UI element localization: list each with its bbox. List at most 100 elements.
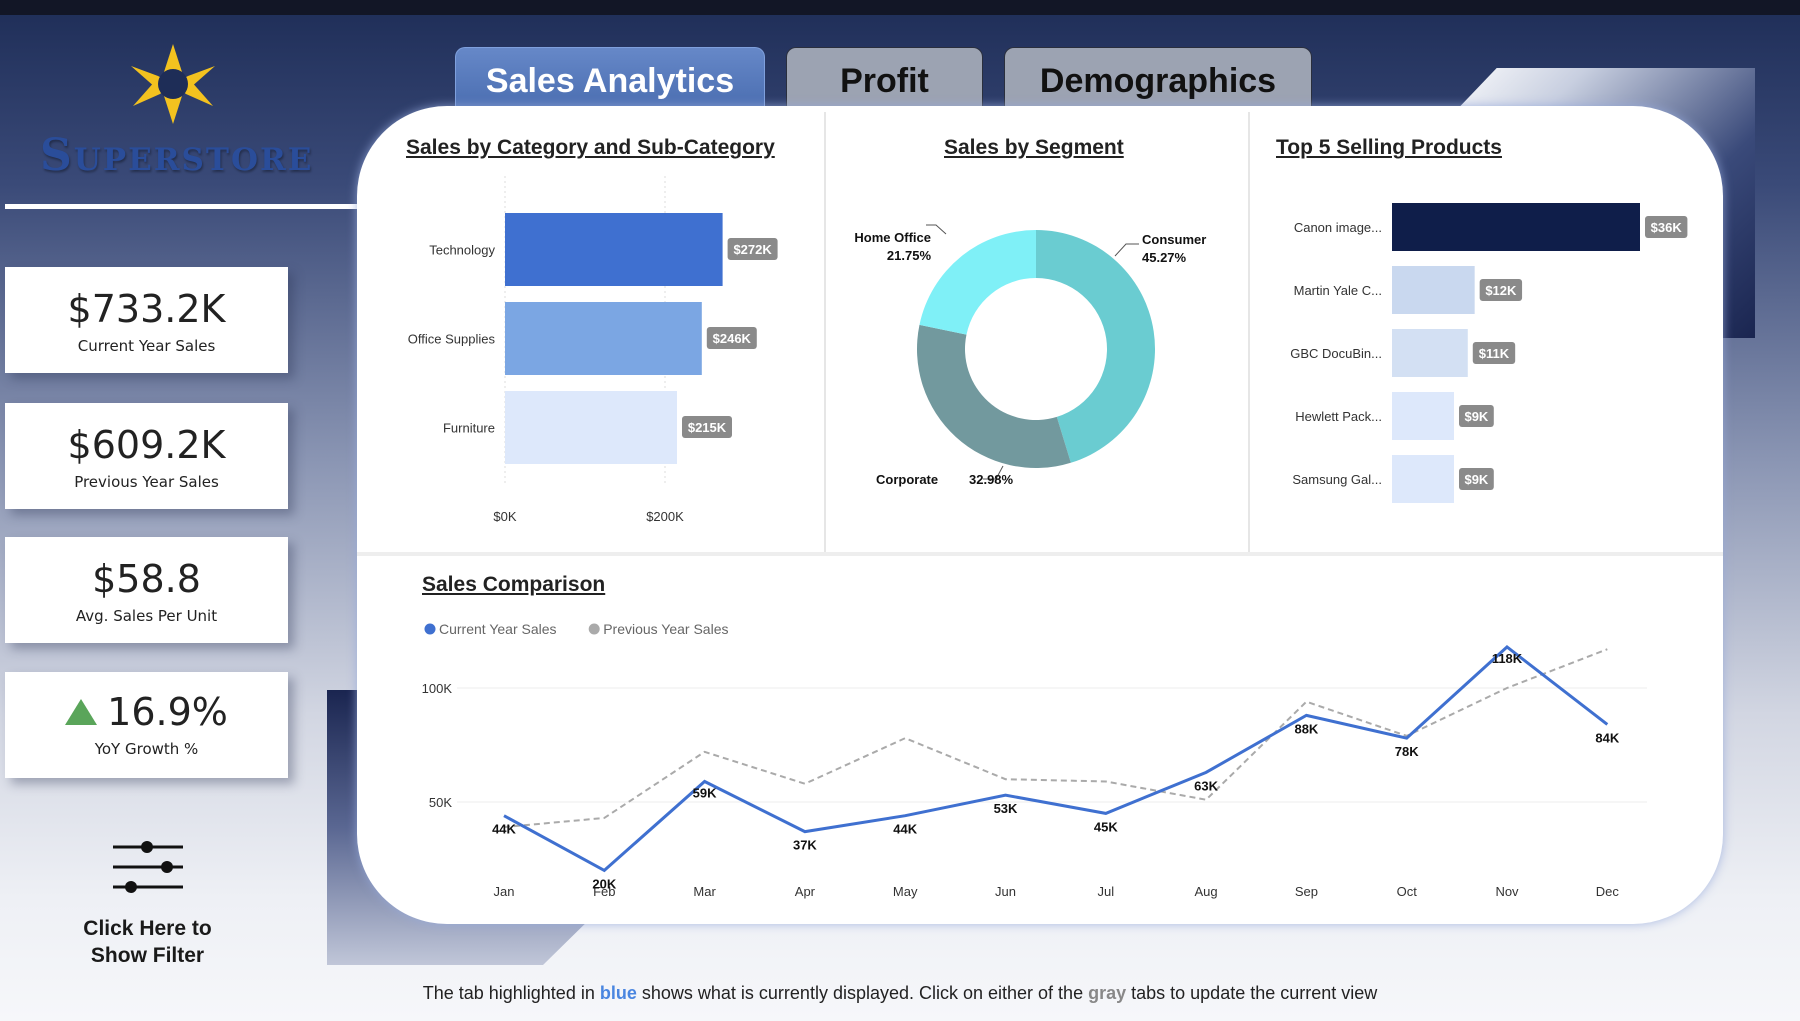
x-tick-label: Mar (693, 884, 716, 899)
data-label: 20K (592, 876, 616, 891)
chart-title-category: Sales by Category and Sub-Category (406, 136, 775, 159)
logo-text: Superstore (40, 130, 314, 181)
kpi-value: $58.8 (92, 557, 201, 601)
kpi-value: 16.9% (107, 690, 228, 734)
leader-line (1114, 243, 1139, 257)
category-bar (505, 302, 702, 375)
product-data-label: $9K (1464, 472, 1488, 487)
x-tick-label: Feb (593, 884, 615, 899)
product-bar (1392, 329, 1468, 377)
show-filter-button[interactable]: Click Here to Show Filter (60, 835, 235, 975)
footer-text: tabs to update the current view (1126, 983, 1378, 1003)
product-label: Martin Yale C... (1294, 283, 1382, 298)
segment-slice (1036, 230, 1156, 463)
product-bar (1392, 455, 1454, 503)
window-top-bar (0, 0, 1800, 15)
x-tick-label: Jul (1097, 884, 1114, 899)
tab-sales-analytics[interactable]: Sales Analytics (455, 47, 765, 110)
chart-title-top-products: Top 5 Selling Products (1276, 136, 1502, 159)
x-tick-label: Jun (995, 884, 1016, 899)
superstore-logo: Superstore (40, 40, 314, 190)
segment-name-label: Home Office (854, 230, 931, 245)
kpi-label: Current Year Sales (77, 337, 216, 355)
category-bar (505, 213, 723, 286)
kpi-label: YoY Growth % (94, 740, 199, 758)
kpi-value: $609.2K (67, 423, 226, 467)
left-divider (5, 204, 357, 209)
chart-title-sales-comparison: Sales Comparison (422, 573, 606, 596)
data-label: 44K (893, 822, 917, 837)
x-tick-label: Aug (1195, 884, 1218, 899)
legend-marker (588, 623, 600, 635)
chart-title-segment: Sales by Segment (944, 136, 1124, 159)
kpi-label: Avg. Sales Per Unit (75, 607, 218, 625)
data-label: 84K (1595, 730, 1619, 745)
x-tick-label: $200K (646, 509, 684, 524)
top-products-bar-chart: Canon image... $36K Martin Yale C... $12K GB… (1290, 203, 1688, 503)
category-label: Technology (429, 243, 495, 258)
legend-label: Previous Year Sales (603, 621, 728, 637)
category-label: Furniture (443, 421, 495, 436)
category-data-label: $215K (688, 420, 727, 435)
product-data-label: $36K (1651, 220, 1683, 235)
series-line (503, 648, 1608, 829)
segment-percent-label: 32.98% (969, 472, 1014, 487)
leader-line (926, 224, 947, 235)
product-data-label: $9K (1464, 409, 1488, 424)
segment-name-label: Consumer (1142, 232, 1206, 247)
footer-gray-word: gray (1088, 983, 1127, 1003)
x-tick-label: Dec (1596, 884, 1620, 899)
filter-label: Click Here to Show Filter (60, 915, 235, 969)
panel-divider-horizontal (357, 552, 1723, 556)
product-data-label-bg (1479, 279, 1523, 301)
tab-demographics[interactable]: Demographics (1004, 47, 1312, 110)
segment-percent-label: 21.75% (887, 248, 932, 263)
legend-marker (424, 623, 436, 635)
product-data-label-bg (1459, 468, 1494, 490)
product-data-label: $11K (1479, 346, 1510, 361)
category-data-label-bg (727, 238, 778, 260)
data-label: 37K (793, 838, 817, 853)
sales-comparison-line-chart: Current Year Sales Previous Year Sales 50K… (422, 621, 1647, 899)
footer-instructions: The tab highlighted in blue shows what i… (0, 983, 1800, 1004)
data-label: 44K (492, 822, 516, 837)
product-data-label-bg (1645, 216, 1688, 238)
filter-label-line2: Show Filter (90, 944, 205, 967)
kpi-avg-sales-per-unit: $58.8 Avg. Sales Per Unit (5, 537, 288, 643)
category-data-label: $272K (733, 242, 772, 257)
tab-profit[interactable]: Profit (786, 47, 983, 110)
kpi-current-year-sales: $733.2K Current Year Sales (5, 267, 288, 373)
data-label: 59K (693, 785, 717, 800)
y-tick-label: 50K (429, 795, 452, 810)
x-tick-label: Oct (1397, 884, 1418, 899)
data-label: 88K (1294, 721, 1318, 736)
product-bar (1392, 392, 1454, 440)
main-panel: Sales by Category and Sub-Category Sales… (357, 106, 1723, 924)
y-tick-label: 100K (422, 681, 453, 696)
footer-blue-word: blue (599, 983, 637, 1003)
product-label: Canon image... (1294, 220, 1382, 235)
data-label: 78K (1395, 744, 1419, 759)
segment-donut-chart: Consumer 45.27% Corporate 32.98% Home Office… (854, 224, 1206, 487)
category-bar (505, 391, 677, 464)
product-data-label-bg (1459, 405, 1494, 427)
data-label: 53K (994, 801, 1018, 816)
kpi-yoy-growth: 16.9% YoY Growth % (5, 672, 288, 778)
x-tick-label: Nov (1495, 884, 1519, 899)
panel-divider (824, 112, 826, 552)
footer-text: shows what is currently displayed. Click… (636, 983, 1089, 1003)
category-data-label: $246K (713, 331, 752, 346)
data-label: 118K (1492, 651, 1523, 666)
product-label: GBC DocuBin... (1290, 346, 1382, 361)
filter-label-line1: Click Here to (83, 917, 212, 940)
kpi-label: Previous Year Sales (74, 473, 219, 491)
x-tick-label: Apr (795, 884, 816, 899)
x-tick-label: Jan (494, 884, 515, 899)
x-tick-label: $0K (493, 509, 516, 524)
leader-line (983, 465, 1004, 480)
segment-slice (919, 230, 1036, 335)
segment-percent-label: 45.27% (1142, 250, 1187, 265)
panel-divider (1248, 112, 1250, 552)
product-data-label-bg (1472, 342, 1516, 364)
